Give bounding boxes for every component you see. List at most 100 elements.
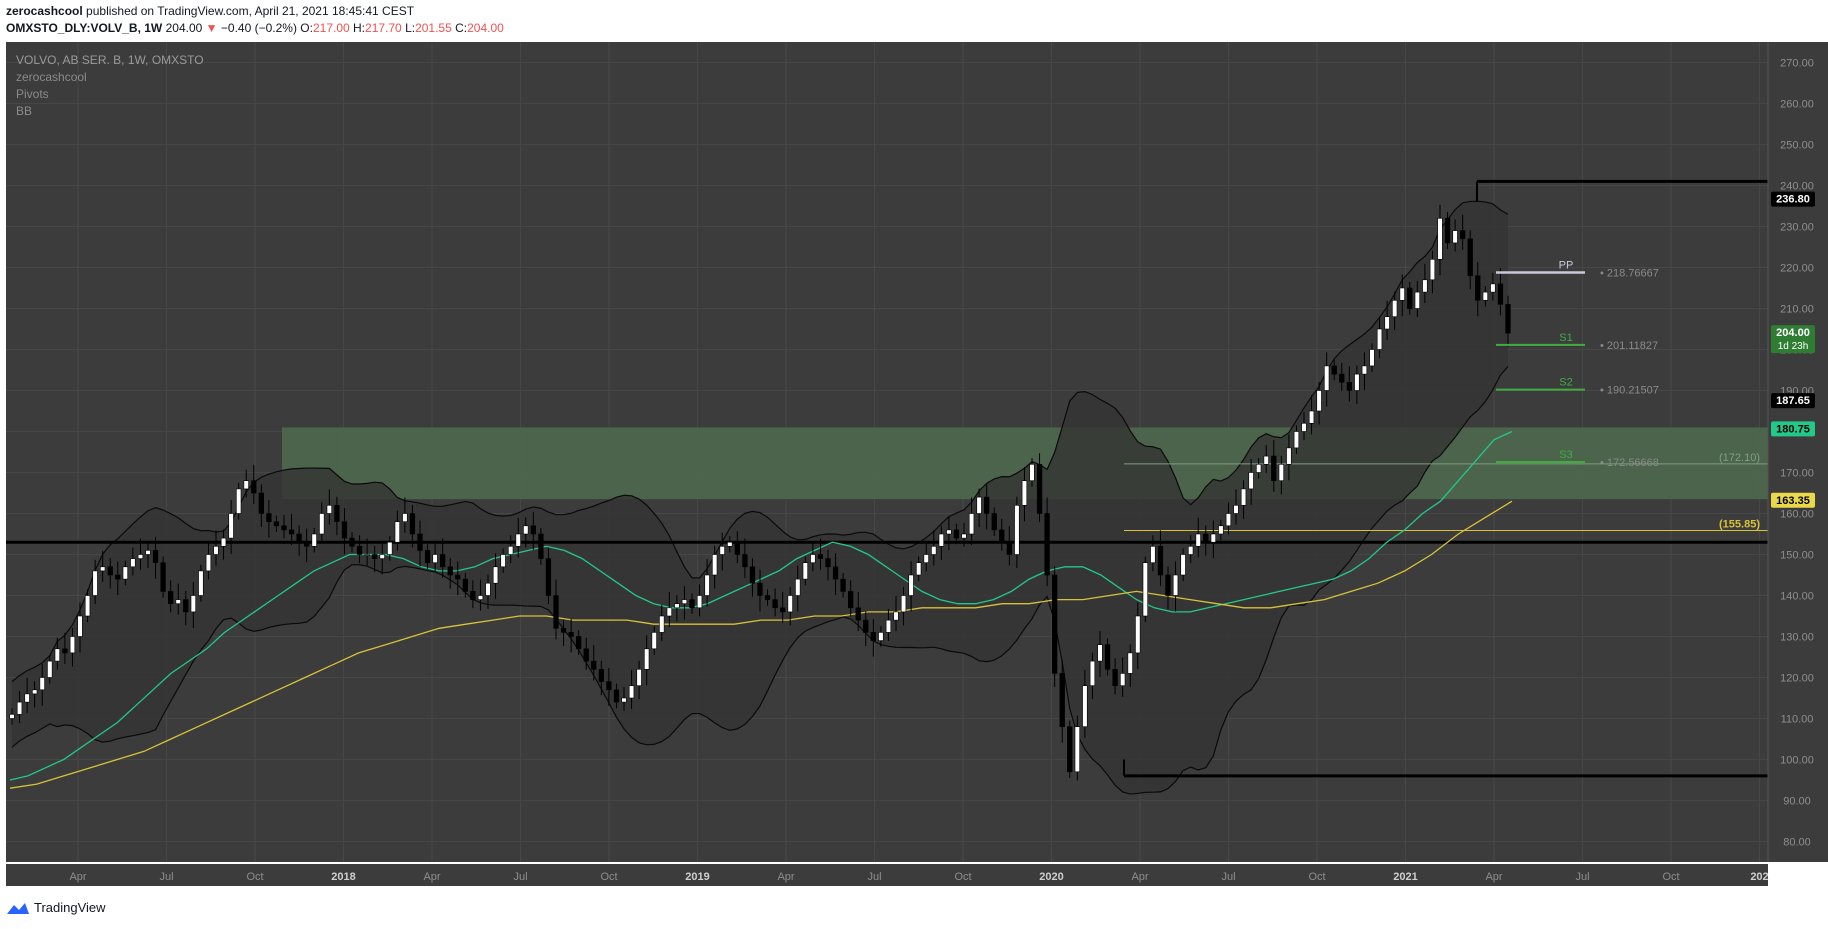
candle-down — [832, 566, 839, 580]
candle-up — [719, 545, 725, 555]
candle-up — [696, 595, 703, 609]
price-badges: 236.80 204.00 1d 23h 187.65 180.75 163.35 — [1771, 191, 1815, 508]
price-badge-label: 180.75 — [1776, 423, 1810, 435]
y-tick-label: 270.00 — [1780, 58, 1814, 70]
x-tick-label: 2021 — [1393, 871, 1417, 883]
candle-down — [1271, 455, 1277, 482]
candle-down — [349, 537, 355, 547]
candle-up — [1422, 279, 1428, 293]
candle-up — [1286, 447, 1292, 465]
price-badge — [1771, 325, 1815, 354]
candle-down — [1460, 230, 1466, 240]
candle-down — [152, 550, 159, 563]
y-tick-label: 160.00 — [1780, 509, 1814, 521]
candle-up — [1392, 299, 1398, 317]
candle-up — [394, 521, 400, 543]
candle-up — [938, 533, 944, 547]
candle-up — [236, 488, 242, 514]
x-tick-label: Oct — [1662, 871, 1679, 883]
candle-down — [462, 578, 468, 592]
candle-down — [984, 496, 990, 514]
candle-down — [953, 529, 960, 539]
candle-down — [749, 566, 756, 584]
candle-up — [130, 558, 136, 568]
candle-up — [1414, 291, 1420, 309]
candle-up — [1074, 726, 1080, 773]
tradingview-footer[interactable]: TradingView — [6, 900, 106, 915]
y-tick-label: 80.00 — [1783, 837, 1811, 849]
pivot-name: S3 — [1559, 449, 1572, 461]
candle-up — [9, 714, 15, 719]
ma-yellow-line — [9, 500, 1513, 789]
candle-down — [281, 525, 287, 531]
candle-up — [1248, 472, 1254, 490]
time-axis[interactable] — [6, 864, 1768, 886]
chart-area[interactable]: (155.85) (172.10) PP • 218.76667 S1 • 201.11… — [0, 42, 1828, 902]
candle-up — [122, 566, 128, 580]
candle-up — [379, 554, 385, 559]
y-tick-label: 230.00 — [1780, 222, 1814, 234]
candle-down — [1036, 463, 1043, 514]
x-tick-label: Oct — [1308, 871, 1325, 883]
candle-up — [893, 611, 899, 621]
low-value: 201.55 — [415, 21, 452, 35]
x-tick-label: Oct — [954, 871, 971, 883]
candle-down — [1044, 513, 1050, 576]
candle-down — [764, 595, 771, 600]
candle-down — [613, 689, 620, 703]
candle-up — [1301, 422, 1307, 432]
change-down-icon: ▼ — [205, 21, 218, 35]
candle-up — [1014, 504, 1020, 555]
candle-up — [878, 632, 884, 641]
candle-down — [1157, 545, 1164, 576]
candle-up — [1452, 230, 1458, 244]
y-tick-label: 110.00 — [1781, 714, 1814, 726]
candle-down — [356, 545, 363, 555]
candle-up — [54, 648, 60, 662]
candle-down — [1475, 275, 1481, 301]
y-tick-label: 100.00 — [1780, 755, 1814, 767]
close-value: 204.00 — [467, 21, 504, 35]
legend-author: zerocashcool — [16, 70, 87, 84]
price-badge — [1771, 393, 1815, 409]
candle-up — [92, 570, 98, 596]
candle-down — [553, 595, 559, 629]
candle-down — [62, 648, 68, 654]
candles — [9, 204, 1511, 781]
candle-down — [183, 599, 189, 613]
candle-up — [39, 677, 45, 691]
pivot-levels: PP • 218.76667 S1 • 201.11827 S2 • 190.21507 S… — [1496, 260, 1659, 469]
candle-down — [440, 554, 446, 568]
candle-up — [432, 554, 438, 563]
candle-up — [712, 554, 718, 576]
pivot-value: • 218.76667 — [1600, 268, 1659, 280]
candle-up — [198, 570, 204, 596]
candle-up — [500, 554, 506, 568]
legend-pivots[interactable]: Pivots — [16, 87, 49, 101]
candle-down — [855, 607, 861, 621]
candle-down — [1067, 726, 1073, 773]
candle-down — [568, 632, 574, 637]
candle-up — [908, 574, 914, 596]
price-axis[interactable] — [1768, 42, 1828, 862]
candle-down — [999, 529, 1005, 543]
candle-up — [77, 615, 83, 637]
candle-down — [1165, 574, 1171, 596]
price-badge-label: 187.65 — [1776, 395, 1810, 407]
ma-green-line — [9, 430, 1513, 781]
candle-up — [311, 533, 317, 547]
y-tick-label: 90.00 — [1783, 796, 1811, 808]
candle-down — [251, 480, 257, 494]
candle-down — [296, 533, 302, 543]
candle-up — [659, 615, 665, 633]
author-name[interactable]: zerocashcool — [6, 4, 83, 18]
legend-bb[interactable]: BB — [16, 104, 32, 118]
candle-up — [243, 480, 249, 490]
y-tick-label: 250.00 — [1780, 140, 1814, 152]
x-tick-label: 2020 — [1039, 871, 1063, 883]
y-tick-label: 130.00 — [1780, 632, 1814, 644]
ohlc-line: OMXSTO_DLY:VOLV_B, 1W 204.00 ▼ −0.40 (−0… — [6, 21, 504, 35]
price-chart[interactable]: (155.85) (172.10) PP • 218.76667 S1 • 201.11… — [0, 42, 1828, 897]
x-tick-label: Jul — [1575, 871, 1589, 883]
candle-up — [387, 541, 393, 555]
